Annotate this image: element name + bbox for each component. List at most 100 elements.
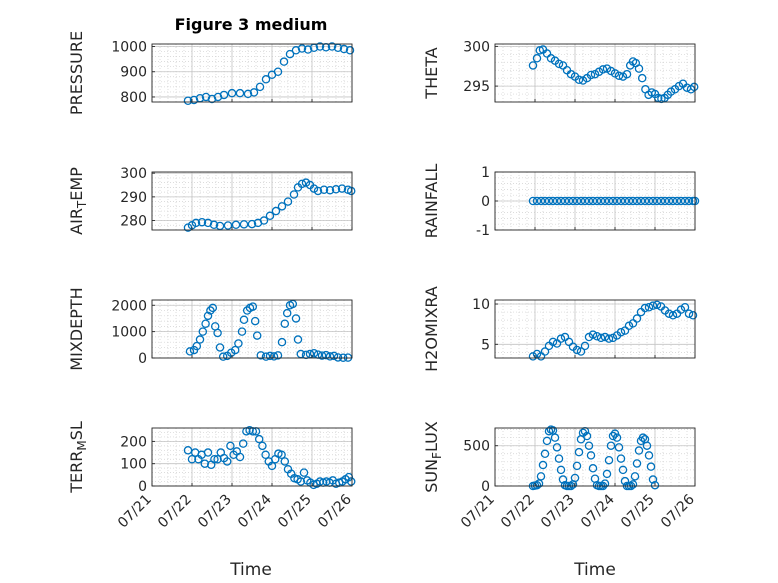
data-point [568,196,578,206]
data-point [684,196,694,206]
data-point [258,441,267,451]
data-point [580,341,590,351]
plot-area [152,44,352,102]
subplot-7: 0 100 200 07/21 07/22 07/23 07/24 07/25 07/26 TER… [67,421,356,532]
data-point [329,351,339,361]
data-point [548,337,558,347]
x-tick-label: 07/22 [498,492,538,532]
data-point [239,315,249,325]
data-point [622,69,632,79]
y-axis-label-subscript: M [75,440,89,450]
data-point [219,90,229,100]
y-axis-label: SUNFLUX [422,421,444,493]
data-point [588,330,598,339]
data-point [602,469,612,479]
data-point [536,472,546,481]
y-tick-label: 300 [120,166,147,182]
y-axis-label-rest: SL [67,421,86,440]
y-tick-label: 1000 [111,40,147,56]
data-point [554,454,564,463]
data-point [532,54,542,63]
data-point [684,309,694,318]
data-point [283,197,293,206]
data-point [235,452,245,462]
data-point [333,353,343,362]
data-point [315,42,325,51]
data-point [656,196,666,206]
data-point [650,480,660,490]
data-point [616,196,626,206]
data-point [638,433,648,442]
x-tick-label: 07/22 [155,492,195,532]
data-point [280,457,290,466]
data-point [252,331,262,340]
y-tick-label: 10 [472,297,490,313]
data-point [291,46,301,55]
data-point [648,475,658,484]
axes-box [494,427,696,487]
data-point [296,477,306,486]
data-point [210,454,219,464]
data-point [642,441,652,450]
data-point [660,196,670,206]
data-point [604,455,614,465]
data-point [540,347,550,356]
data-point [535,46,545,55]
data-point [293,335,303,344]
data-point [528,61,538,70]
data-point [218,352,228,361]
data-point [321,350,331,360]
data-point [538,460,548,470]
subplot-4: -1 0 1 RAINFALL [422,164,700,239]
data-point [277,450,286,460]
data-point [640,303,650,313]
data-point [277,202,287,211]
figure-title: Figure 3 medium [175,15,328,34]
data-point [235,88,245,98]
data-point [195,335,205,344]
data-point [664,309,674,318]
y-tick-label: 2000 [111,298,147,314]
data-point [271,206,281,216]
data-point [317,351,327,360]
data-point [634,64,644,73]
y-axis-label: MIXDEPTH [67,287,86,370]
data-point [664,196,674,206]
y-tick-label: 290 [120,190,147,206]
data-point [668,196,678,206]
x-tick-label: 07/23 [195,492,235,532]
data-point [273,67,283,76]
plot-area [152,300,352,358]
data-point [309,349,319,358]
x-tick-label: 07/25 [275,492,315,532]
data-point [596,333,606,343]
data-point [634,446,644,455]
data-point [586,70,596,80]
data-point [255,82,265,92]
data-point [237,327,247,336]
data-point [588,196,598,206]
data-point [572,461,582,471]
data-point [637,73,647,83]
data-point [564,196,574,206]
data-point [201,319,210,328]
data-point [325,185,335,195]
data-point [230,345,240,355]
x-tick-label: 07/24 [235,491,275,531]
subplot-2: 295 300 THETA [422,39,699,104]
data-point [239,220,249,229]
data-point [680,302,690,312]
data-point [297,44,307,53]
data-point [247,219,257,229]
data-point [540,449,550,459]
data-point [548,196,558,206]
y-tick-label: 5 [481,337,490,353]
data-point [265,211,275,221]
data-point [646,462,656,471]
y-axis-label-rest: EMP [67,167,86,201]
data-point [610,429,620,438]
y-tick-label: 100 [120,457,147,473]
data-point [261,450,270,460]
y-tick-label: 280 [120,214,147,230]
